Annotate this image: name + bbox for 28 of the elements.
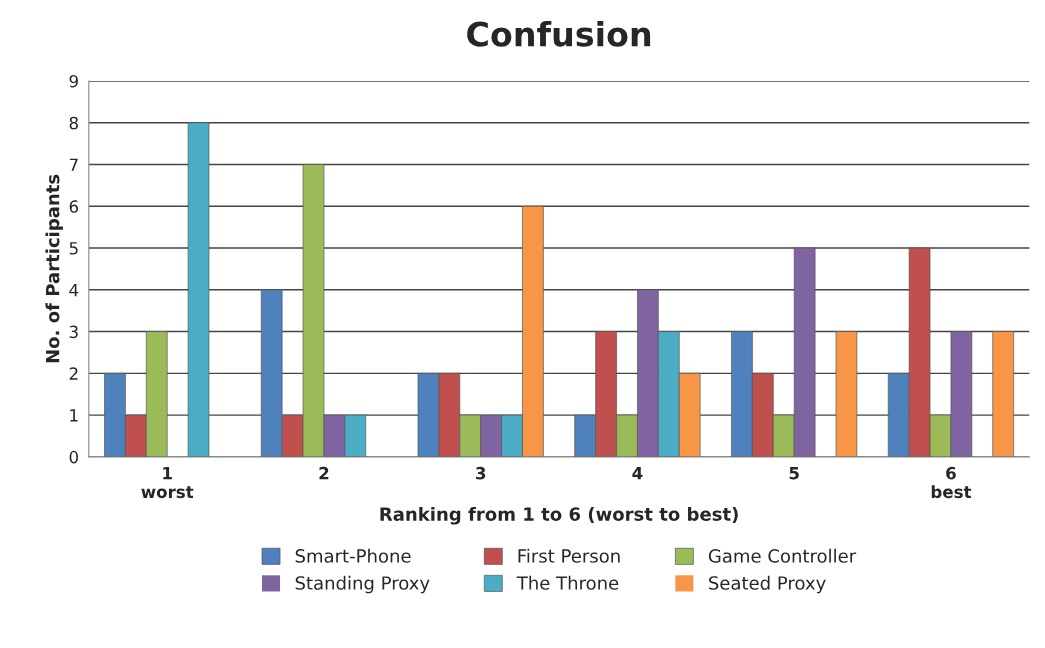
y-axis-title: No. of Participants xyxy=(45,174,63,363)
y-tick-label: 3 xyxy=(69,325,78,339)
y-tick-label: 7 xyxy=(69,158,78,171)
y-tick-label: 6 xyxy=(69,200,79,213)
y-tick-label: 0 xyxy=(69,450,78,464)
legend-label: Smart-Phone xyxy=(295,548,411,563)
legend-label: Seated Proxy xyxy=(709,575,826,594)
x-tick-label: 5 xyxy=(789,467,799,480)
legend-label: The Throne xyxy=(516,575,619,590)
x-tick-label: 4 xyxy=(632,467,643,480)
y-tick-label: 2 xyxy=(69,367,78,380)
legend-label: Standing Proxy xyxy=(295,575,430,594)
x-axis-title: Ranking from 1 to 6 (worst to best) xyxy=(380,506,738,525)
x-tick-label: 2 xyxy=(319,466,329,480)
y-tick-label: 5 xyxy=(69,242,78,255)
bar xyxy=(187,122,210,457)
x-tick-label: 1 worst xyxy=(141,467,194,499)
bar xyxy=(992,331,1014,457)
legend-label: First Person xyxy=(518,548,620,563)
y-tick-label: 8 xyxy=(69,116,78,130)
y-tick-label: 9 xyxy=(69,74,78,88)
x-tick-label: 3 xyxy=(476,466,486,480)
y-tick-label: 1 xyxy=(70,409,78,422)
legend-label: Game Controller xyxy=(708,548,857,563)
bar xyxy=(835,331,858,457)
chart-title: Confusion xyxy=(467,20,651,47)
y-tick-label: 4 xyxy=(69,283,79,297)
x-tick-label: 6 best xyxy=(931,466,972,499)
